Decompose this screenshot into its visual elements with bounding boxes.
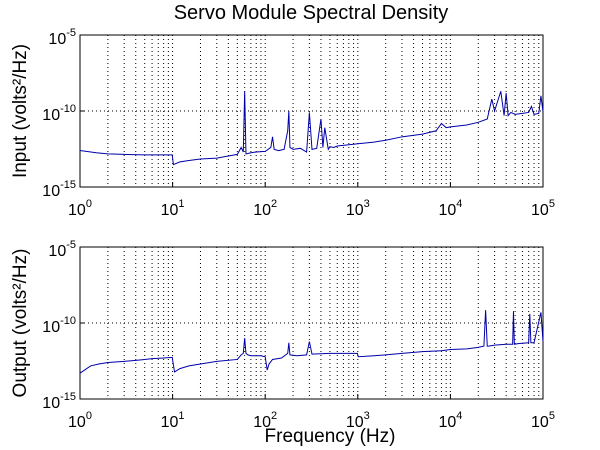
output-density-panel: 100 101 102 103 104 105 10-15 10-10 10-5 Output (… — [10, 239, 555, 431]
x-tick-label: 101 — [161, 410, 185, 431]
x-tick-label: 102 — [253, 410, 277, 431]
y-tick-label: 10-10 — [42, 103, 76, 124]
y-axis-label: Output (volts²/Hz) — [10, 249, 31, 398]
x-tick-label: 103 — [346, 198, 370, 219]
x-axis-label: Frequency (Hz) — [265, 426, 396, 447]
y-tick-label: 10-5 — [48, 239, 76, 260]
y-tick-label: 10-5 — [48, 27, 76, 48]
x-tick-label: 105 — [531, 198, 555, 219]
grid — [80, 35, 543, 187]
chart-title: Servo Module Spectral Density — [174, 2, 449, 24]
input-density-panel: 100 101 102 103 104 105 10-15 10-10 10-5 Input (v… — [10, 27, 555, 219]
x-tick-label: 103 — [346, 410, 370, 431]
x-tick-label: 105 — [531, 410, 555, 431]
x-tick-label: 100 — [68, 198, 92, 219]
x-tick-label: 101 — [161, 198, 185, 219]
grid — [80, 247, 543, 399]
spectral-density-line — [79, 91, 544, 166]
y-tick-label: 10-15 — [42, 391, 76, 412]
plot-frame — [79, 34, 544, 188]
plot-frame — [79, 246, 544, 400]
x-tick-label: 102 — [253, 198, 277, 219]
y-tick-label: 10-10 — [42, 315, 76, 336]
y-axis-label: Input (volts²/Hz) — [10, 44, 31, 178]
y-tick-label: 10-15 — [42, 179, 76, 200]
spectral-density-line — [79, 310, 544, 374]
x-tick-label: 104 — [438, 198, 462, 219]
x-tick-label: 104 — [438, 410, 462, 431]
x-tick-label: 100 — [68, 410, 92, 431]
